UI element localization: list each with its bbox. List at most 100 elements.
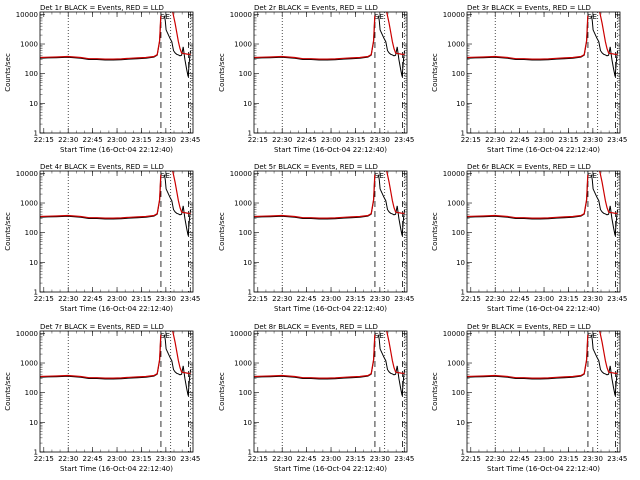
detector-panel-6: Det 6r BLACK = Events, RED = LLD Counts/s…: [431, 163, 627, 313]
y-tick-label: 10000: [230, 11, 252, 19]
x-tick-label: 23:45: [394, 295, 414, 303]
series-group: [467, 331, 619, 396]
x-tick-label: 23:30: [370, 136, 390, 144]
x-tick-label: 23:15: [558, 136, 578, 144]
y-tick-label: 10000: [16, 11, 38, 19]
y-tick-label: 1: [34, 449, 38, 457]
x-tick-label: 23:00: [534, 295, 554, 303]
x-tick-label: 22:15: [248, 136, 268, 144]
y-axis-label: Counts/sec: [4, 372, 12, 411]
lld-line-post: [172, 331, 191, 374]
x-tick-label: 22:15: [248, 455, 268, 463]
x-tick-label: 23:15: [558, 295, 578, 303]
series-group: [40, 171, 192, 236]
events-line-post: [591, 334, 619, 396]
x-tick-label: 23:45: [180, 295, 200, 303]
x-tick-label: 23:00: [107, 136, 127, 144]
x-tick-label: 23:45: [607, 295, 627, 303]
panel-title: Det 5r BLACK = Events, RED = LLD: [254, 163, 378, 171]
y-tick-label: 1: [461, 289, 465, 297]
y-tick-label: 10: [243, 259, 252, 267]
y-tick-label: 10: [243, 419, 252, 427]
lld-line: [467, 174, 589, 219]
y-axis-label: Counts/sec: [431, 372, 439, 411]
events-line: [467, 17, 589, 61]
lld-line: [40, 334, 162, 379]
x-tick-label: 22:30: [58, 455, 78, 463]
lld-line: [254, 174, 376, 219]
detector-panel-4: Det 4r BLACK = Events, RED = LLD Counts/s…: [4, 163, 200, 313]
x-tick-label: 23:30: [370, 455, 390, 463]
x-tick-label: 23:00: [321, 136, 341, 144]
x-tick-label: 23:15: [345, 295, 365, 303]
y-tick-label: 100: [452, 70, 465, 78]
lld-line: [40, 174, 162, 219]
x-tick-label: 23:45: [394, 136, 414, 144]
x-tick-label: 23:00: [534, 136, 554, 144]
x-tick-label: 23:00: [321, 295, 341, 303]
panel-title: Det 1r BLACK = Events, RED = LLD: [40, 4, 164, 12]
x-tick-label: 23:00: [107, 455, 127, 463]
x-axis-label: Start Time (16-Oct-04 22:12:40): [60, 465, 173, 473]
y-tick-label: 10: [29, 259, 38, 267]
panel-title: Det 4r BLACK = Events, RED = LLD: [40, 163, 164, 171]
y-tick-label: 1: [248, 289, 252, 297]
y-tick-label: 100: [239, 70, 252, 78]
marker-s: S: [587, 172, 592, 180]
events-line-post: [378, 15, 406, 77]
x-tick-label: 23:30: [583, 455, 603, 463]
marker-s: S: [374, 172, 379, 180]
x-axis-label: Start Time (16-Oct-04 22:12:40): [274, 465, 387, 473]
x-axis-label: Start Time (16-Oct-04 22:12:40): [487, 465, 600, 473]
x-axis-label: Start Time (16-Oct-04 22:12:40): [274, 305, 387, 313]
x-tick-label: 22:45: [510, 295, 530, 303]
lld-line-post: [386, 12, 405, 55]
y-tick-label: 1000: [20, 360, 38, 368]
marker-e: E: [380, 172, 384, 180]
events-line-post: [378, 334, 406, 396]
y-tick-label: 100: [452, 389, 465, 397]
x-tick-label: 23:30: [583, 136, 603, 144]
y-tick-label: 10: [456, 100, 465, 108]
marker-s: S: [374, 13, 379, 21]
y-tick-label: 1: [34, 289, 38, 297]
y-tick-label: 1000: [447, 41, 465, 49]
marker-e: E: [166, 13, 170, 21]
y-tick-label: 1000: [234, 41, 252, 49]
x-axis-label: Start Time (16-Oct-04 22:12:40): [487, 305, 600, 313]
y-tick-label: 10000: [16, 330, 38, 338]
lld-line-post: [386, 171, 405, 214]
y-axis-label: Counts/sec: [218, 372, 226, 411]
x-axis-label: Start Time (16-Oct-04 22:12:40): [60, 146, 173, 154]
lld-line: [254, 334, 376, 379]
events-line-post: [164, 15, 192, 77]
events-line-post: [591, 174, 619, 236]
x-tick-label: 22:30: [58, 136, 78, 144]
x-tick-label: 23:15: [345, 136, 365, 144]
y-tick-label: 100: [25, 389, 38, 397]
x-tick-label: 23:15: [131, 455, 151, 463]
y-tick-label: 1000: [20, 41, 38, 49]
x-tick-label: 22:15: [461, 136, 481, 144]
events-line: [254, 336, 376, 380]
x-axis-label: Start Time (16-Oct-04 22:12:40): [60, 305, 173, 313]
x-tick-label: 22:30: [58, 295, 78, 303]
detector-panel-2: Det 2r BLACK = Events, RED = LLD Counts/s…: [218, 4, 414, 154]
y-tick-label: 1: [248, 130, 252, 138]
lld-line-post: [599, 12, 618, 55]
x-tick-label: 22:45: [510, 455, 530, 463]
x-tick-label: 22:30: [485, 295, 505, 303]
y-tick-label: 1000: [234, 200, 252, 208]
x-tick-label: 23:30: [156, 295, 176, 303]
x-tick-label: 22:15: [34, 136, 54, 144]
x-tick-label: 23:15: [345, 455, 365, 463]
lld-line-post: [599, 171, 618, 214]
series-group: [254, 331, 406, 396]
detector-panel-5: Det 5r BLACK = Events, RED = LLD Counts/s…: [218, 163, 414, 313]
y-tick-label: 10000: [230, 170, 252, 178]
plot-frame: [39, 170, 194, 293]
series-group: [254, 171, 406, 236]
x-tick-label: 23:00: [534, 455, 554, 463]
detector-panel-9: Det 9r BLACK = Events, RED = LLD Counts/s…: [431, 323, 627, 473]
